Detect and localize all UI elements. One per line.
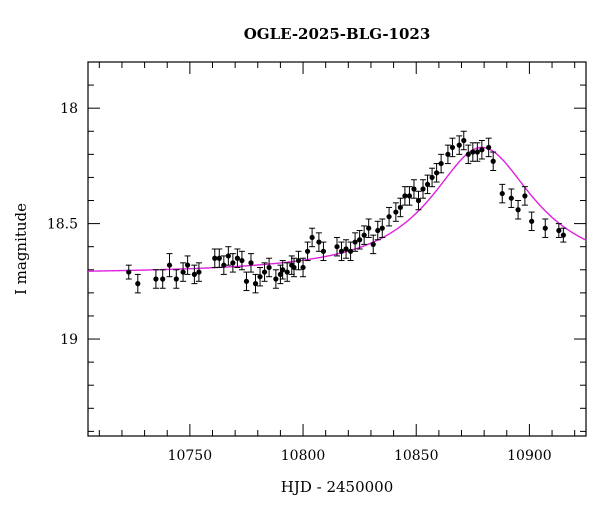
data-point — [555, 223, 562, 238]
data-point — [490, 151, 497, 172]
data-point — [560, 227, 567, 243]
x-tick-label: 10800 — [281, 448, 326, 464]
data-point — [392, 202, 399, 222]
data-point — [216, 248, 223, 268]
plot-frame — [87, 61, 587, 437]
x-tick-label: 10750 — [168, 448, 213, 464]
data-point — [295, 250, 302, 271]
y-tick-label: 18.5 — [47, 217, 78, 233]
data-point — [397, 197, 404, 218]
data-point — [343, 239, 350, 259]
data-point — [424, 174, 431, 195]
y-tick-label: 18 — [60, 101, 78, 117]
data-point — [284, 262, 291, 282]
data-point — [499, 183, 506, 204]
data-point — [420, 179, 427, 199]
data-point — [134, 273, 141, 294]
data-point — [338, 241, 345, 262]
data-point — [352, 232, 359, 252]
data-point — [247, 253, 254, 273]
data-point — [159, 269, 166, 289]
data-point — [300, 257, 307, 278]
data-point — [370, 234, 377, 255]
data-point — [173, 269, 180, 289]
data-point — [220, 255, 227, 275]
data-point — [279, 260, 286, 280]
data-point — [266, 257, 273, 278]
data-point — [304, 241, 311, 262]
data-point — [410, 179, 417, 199]
y-tick-label: 19 — [60, 332, 78, 348]
data-point — [261, 262, 268, 282]
data-point — [195, 262, 202, 282]
data-point — [528, 211, 535, 232]
data-point — [272, 269, 279, 289]
data-point — [365, 218, 372, 238]
data-point — [320, 241, 327, 262]
data-point — [515, 200, 522, 220]
data-point — [243, 271, 250, 292]
data-point — [184, 255, 191, 275]
data-point — [238, 250, 245, 271]
data-point — [406, 186, 413, 206]
chart-title: OGLE-2025-BLG-1023 — [244, 25, 431, 43]
data-point — [290, 257, 297, 278]
data-point — [252, 273, 259, 294]
data-point — [429, 167, 436, 188]
data-point — [415, 190, 422, 211]
data-point — [347, 241, 354, 262]
x-tick-label: 10900 — [507, 448, 552, 464]
data-point — [166, 253, 173, 278]
data-point — [444, 144, 451, 165]
data-point — [460, 130, 467, 151]
data-point — [309, 227, 316, 248]
data-point — [374, 220, 381, 241]
data-point — [334, 236, 340, 257]
tick-labels: 10750 10800 10850 10900 18 18.5 19 — [47, 101, 552, 464]
data-point — [257, 266, 264, 287]
data-point — [438, 153, 445, 174]
data-point — [277, 264, 284, 285]
data-point — [478, 139, 485, 160]
data-point — [449, 137, 456, 158]
data-point — [356, 230, 363, 250]
data-point — [521, 186, 528, 206]
data-point — [465, 144, 472, 165]
data-point — [180, 262, 187, 282]
data-point — [225, 246, 232, 266]
data-point — [361, 225, 368, 245]
data-point — [485, 137, 492, 158]
data-point — [401, 186, 408, 206]
x-tick-label: 10850 — [394, 448, 439, 464]
data-point — [542, 218, 549, 238]
axis-ticks — [88, 61, 586, 436]
data-points — [125, 130, 567, 294]
data-point — [474, 142, 481, 162]
data-point — [191, 264, 198, 285]
y-axis-label: I magnitude — [12, 203, 30, 295]
data-point — [379, 218, 386, 238]
data-point — [315, 232, 322, 252]
data-point — [152, 269, 159, 289]
data-point — [125, 264, 132, 280]
data-point — [456, 135, 463, 155]
data-point — [229, 253, 236, 273]
x-axis-label: HJD - 2450000 — [281, 478, 394, 496]
data-point — [508, 188, 515, 208]
data-point — [386, 206, 393, 227]
data-point — [234, 248, 241, 268]
